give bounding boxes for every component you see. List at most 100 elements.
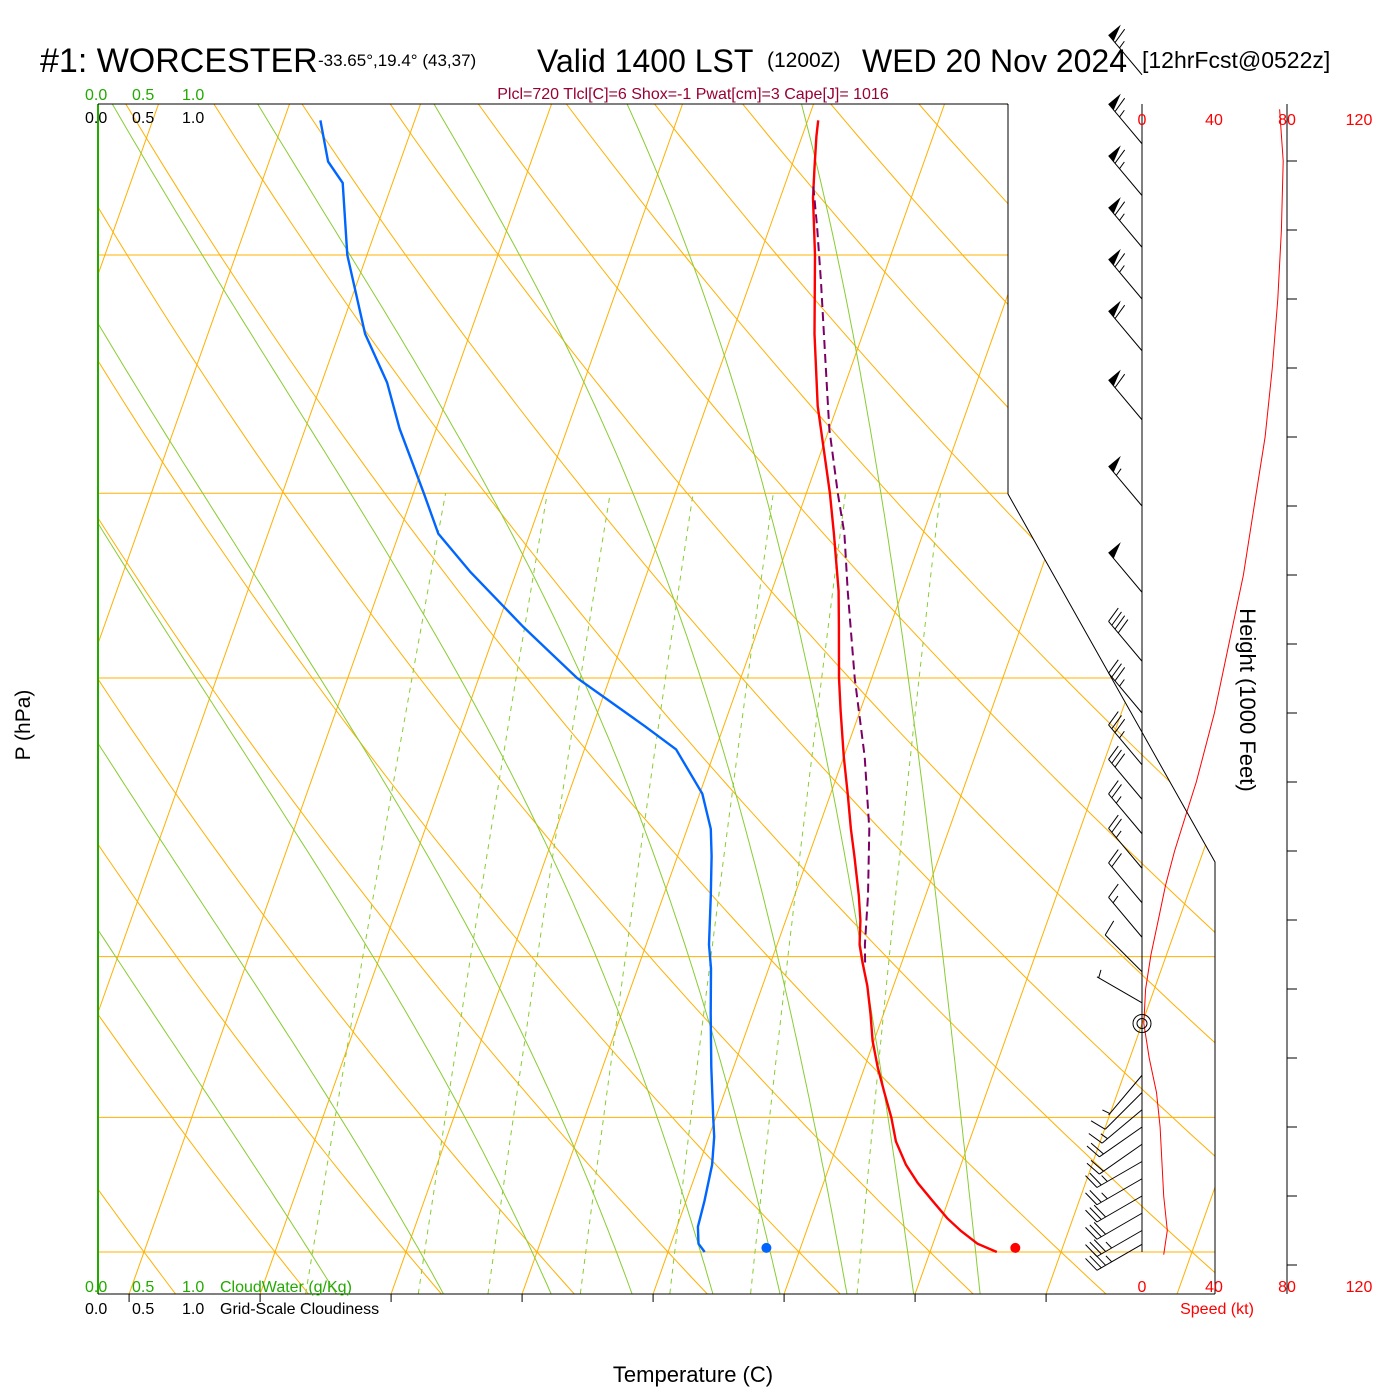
wind-barb-pennant xyxy=(1108,145,1121,162)
wind-barb-feather xyxy=(1114,667,1126,682)
cloudiness-tick-top: 0.5 xyxy=(132,110,154,127)
isotherm-line xyxy=(118,104,565,1294)
wind-barb-feather xyxy=(1111,784,1122,799)
dry-adiabat-line xyxy=(1238,70,1400,1323)
dry-adiabat-line xyxy=(715,104,1215,1294)
dry-adiabat-line xyxy=(366,104,1215,1294)
wind-barb-feather xyxy=(1085,1192,1098,1206)
wind-barb-feather xyxy=(1114,149,1126,164)
wind-barb-feather xyxy=(1111,749,1122,764)
cloudwater-tick-bottom: 1.0 xyxy=(182,1279,204,1296)
utc-time: (1200Z) xyxy=(767,49,841,72)
wind-barb-feather xyxy=(1117,619,1129,634)
mixing-ratio-line xyxy=(854,493,941,1294)
wind-barb-half-feather xyxy=(1105,1241,1113,1249)
wind-barb-staff xyxy=(1108,621,1143,662)
wind-barb-feather xyxy=(1108,780,1119,795)
wind-barb-feather xyxy=(1090,1142,1104,1155)
dry-adiabat-line xyxy=(889,104,1215,1294)
moist-adiabat-line xyxy=(236,104,788,1294)
isotherm-line xyxy=(1035,104,1215,1294)
dry-adiabat-line xyxy=(98,104,1005,1294)
isotherm-line xyxy=(249,104,696,1294)
wind-barb-feather xyxy=(1108,849,1119,864)
dry-adiabat-line xyxy=(540,104,1215,1294)
wind-barb-feather xyxy=(1108,745,1119,760)
wind-barb-feather xyxy=(1093,1239,1106,1252)
wind-barb-staff xyxy=(1108,465,1143,507)
wind-barb-staff xyxy=(1096,1161,1143,1188)
speed-tick-bottom: 0 xyxy=(1138,1279,1147,1296)
dry-adiabat-line xyxy=(192,104,1215,1294)
moist-adiabat-line xyxy=(98,104,565,1294)
isotherm-line xyxy=(511,104,958,1294)
isotherm-line xyxy=(98,104,434,1294)
cloudwater-tick-bottom: 0.0 xyxy=(85,1279,107,1296)
cloudiness-tick-bottom: 1.0 xyxy=(182,1301,204,1318)
wind-barb-staff xyxy=(1096,976,1143,1004)
wind-barb-half-feather xyxy=(1105,1255,1113,1263)
cloudwater-label: CloudWater (g/Kg) xyxy=(220,1279,352,1296)
surface-dewpoint-marker xyxy=(761,1242,772,1253)
wind-barb-feather xyxy=(1093,1222,1106,1235)
cloudiness-tick-top: 0.0 xyxy=(85,110,107,127)
wind-barb-staff xyxy=(1108,672,1143,714)
wind-barb-half-feather xyxy=(1115,468,1122,476)
wind-barb-feather xyxy=(1108,711,1119,726)
isotherm-line xyxy=(904,104,1215,1294)
wind-barb-feather xyxy=(1114,97,1126,112)
wind-barb-feather xyxy=(1088,1133,1103,1144)
wind-barb-feather xyxy=(1090,1160,1104,1172)
wind-speed-profile xyxy=(1143,109,1284,1255)
moist-adiabat-line xyxy=(791,104,984,1294)
speed-tick-bottom: 40 xyxy=(1205,1279,1223,1296)
wind-barb-staff xyxy=(1099,1126,1143,1158)
wind-barb-pennant xyxy=(1108,248,1121,266)
wind-barb-staff xyxy=(1096,1178,1143,1206)
wind-barb-staff xyxy=(1096,1212,1143,1240)
speed-tick-top: 40 xyxy=(1205,112,1223,129)
sounding-profiles xyxy=(319,120,1021,1254)
wind-barb-feather xyxy=(1085,1209,1098,1223)
cloudwater-tick-bottom: 0.5 xyxy=(132,1279,154,1296)
wind-barb-staff xyxy=(1108,379,1143,421)
background-grid xyxy=(98,70,1400,1323)
speed-tick-top: 80 xyxy=(1278,112,1296,129)
cloudiness-tick-top: 1.0 xyxy=(182,110,204,127)
wind-barb-half-feather xyxy=(1115,796,1122,804)
wind-barb-staff xyxy=(1104,934,1143,973)
wind-barb-staff xyxy=(1096,1230,1143,1257)
station-title: #1: WORCESTER xyxy=(40,42,318,80)
dry-adiabat-line xyxy=(628,104,1215,1294)
wind-barb-staff xyxy=(1108,862,1143,904)
right-border xyxy=(1007,104,1216,1294)
mixing-ratio-line xyxy=(665,493,774,1294)
wind-barb-staff xyxy=(1104,1092,1143,1130)
wind-barb-feather xyxy=(1108,814,1119,829)
calm-wind-marker xyxy=(1132,1014,1152,1033)
wind-barb-feather xyxy=(1085,1258,1098,1271)
dewpoint-profile xyxy=(319,120,716,1253)
speed-tick-bottom: 80 xyxy=(1278,1279,1296,1296)
wind-barb-half-feather xyxy=(1100,1133,1108,1140)
dry-adiabat-line xyxy=(279,104,1215,1294)
wind-barb-feather xyxy=(1111,611,1122,626)
station-coordinates: -33.65°,19.4° (43,37) xyxy=(318,51,476,70)
wind-barb-half-feather xyxy=(1119,265,1125,273)
valid-time: Valid 1400 LST xyxy=(537,43,753,79)
speed-tick-top: 0 xyxy=(1138,112,1147,129)
sounding-indices: Plcl=720 Tlcl[C]=6 Shox=-1 Pwat[cm]=3 Ca… xyxy=(497,86,889,103)
wind-barb-half-feather xyxy=(1102,1109,1111,1115)
dry-adiabat-line xyxy=(98,104,333,1294)
wind-barb-staff xyxy=(1108,793,1143,835)
wind-barb-feather xyxy=(1114,753,1126,768)
cloudwater-tick-top: 1.0 xyxy=(182,87,204,104)
mixing-ratio-line xyxy=(413,493,548,1294)
chart-header: #1: WORCESTER -33.65°,19.4° (43,37) Vali… xyxy=(40,42,1330,103)
wind-barb-pennant xyxy=(1108,542,1121,559)
height-axis-title: Height (1000 Feet) xyxy=(1235,608,1260,791)
wind-barb-feather xyxy=(1114,615,1126,630)
grid-clipped xyxy=(98,70,1400,1323)
wind-barb-feather xyxy=(1085,1244,1098,1257)
wind-barb-feather xyxy=(1089,1224,1102,1238)
